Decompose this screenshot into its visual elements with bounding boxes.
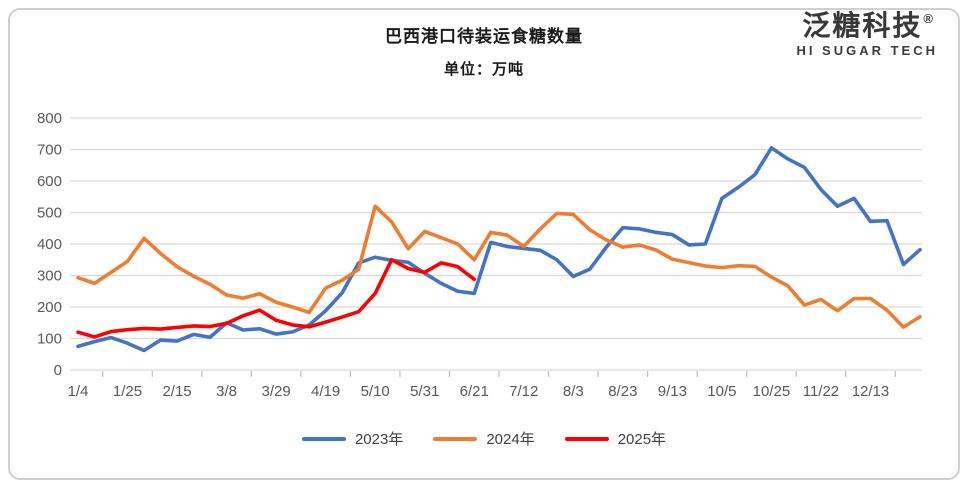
x-axis-label-1/25: 1/25	[113, 383, 142, 400]
legend-item-2023年: 2023年	[301, 428, 404, 449]
series-line-2023年	[76, 146, 922, 353]
chart-legend: 2023年 2024年 2025年	[0, 428, 968, 449]
y-axis-label-0: 0	[54, 362, 62, 379]
y-axis-label-100: 100	[37, 331, 62, 348]
y-axis-label-500: 500	[37, 205, 62, 222]
y-axis-label-200: 200	[37, 299, 62, 316]
x-axis-label-6/21: 6/21	[460, 383, 489, 400]
x-axis-label-3/29: 3/29	[262, 383, 291, 400]
legend-label: 2023年	[354, 431, 404, 448]
x-axis-label-11/22: 11/22	[803, 383, 839, 400]
x-axis-label-7/12: 7/12	[509, 383, 538, 400]
legend-line-swatch	[433, 436, 478, 441]
legend-line-swatch	[301, 436, 346, 441]
logo-tagline: HI SUGAR TECH	[796, 43, 938, 58]
chart-unit-subtitle: 单位：万吨	[443, 61, 524, 78]
registered-trademark-icon: ®	[923, 11, 934, 26]
x-axis-label-1/4: 1/4	[68, 383, 89, 400]
legend-label: 2024年	[486, 431, 535, 448]
x-axis-label-8/3: 8/3	[563, 383, 584, 400]
x-axis-label-10/25: 10/25	[753, 383, 791, 400]
series-line-2024年	[76, 204, 922, 329]
y-axis-label-300: 300	[37, 268, 62, 285]
company-logo: 泛糖科技® HI SUGAR TECH	[796, 10, 938, 58]
x-axis-label-2/15: 2/15	[162, 383, 191, 400]
y-axis-label-400: 400	[37, 236, 62, 253]
x-axis-label-8/23: 8/23	[608, 383, 637, 400]
x-axis-label-4/19: 4/19	[311, 383, 340, 400]
logo-wordmark: 泛糖科技	[802, 10, 923, 41]
chart-header: 巴西港口待装运食糖数量 单位：万吨	[0, 22, 968, 79]
y-axis-label-800: 800	[37, 110, 62, 127]
x-axis-label-5/31: 5/31	[410, 383, 439, 400]
x-axis-label-10/5: 10/5	[707, 383, 736, 400]
legend-label: 2025年	[617, 431, 667, 448]
y-axis-label-700: 700	[37, 142, 62, 159]
x-axis-label-5/10: 5/10	[361, 383, 390, 400]
chart-title: 巴西港口待装运食糖数量	[385, 27, 583, 46]
legend-item-2025年: 2025年	[564, 428, 667, 449]
x-axis-label-12/13: 12/13	[852, 383, 890, 400]
series-line-2025年	[76, 257, 477, 339]
x-axis-label-9/13: 9/13	[658, 383, 687, 400]
legend-line-swatch	[564, 436, 609, 441]
y-axis-label-600: 600	[37, 173, 62, 190]
legend-item-2024年: 2024年	[433, 428, 535, 449]
x-axis-label-3/8: 3/8	[216, 383, 237, 400]
